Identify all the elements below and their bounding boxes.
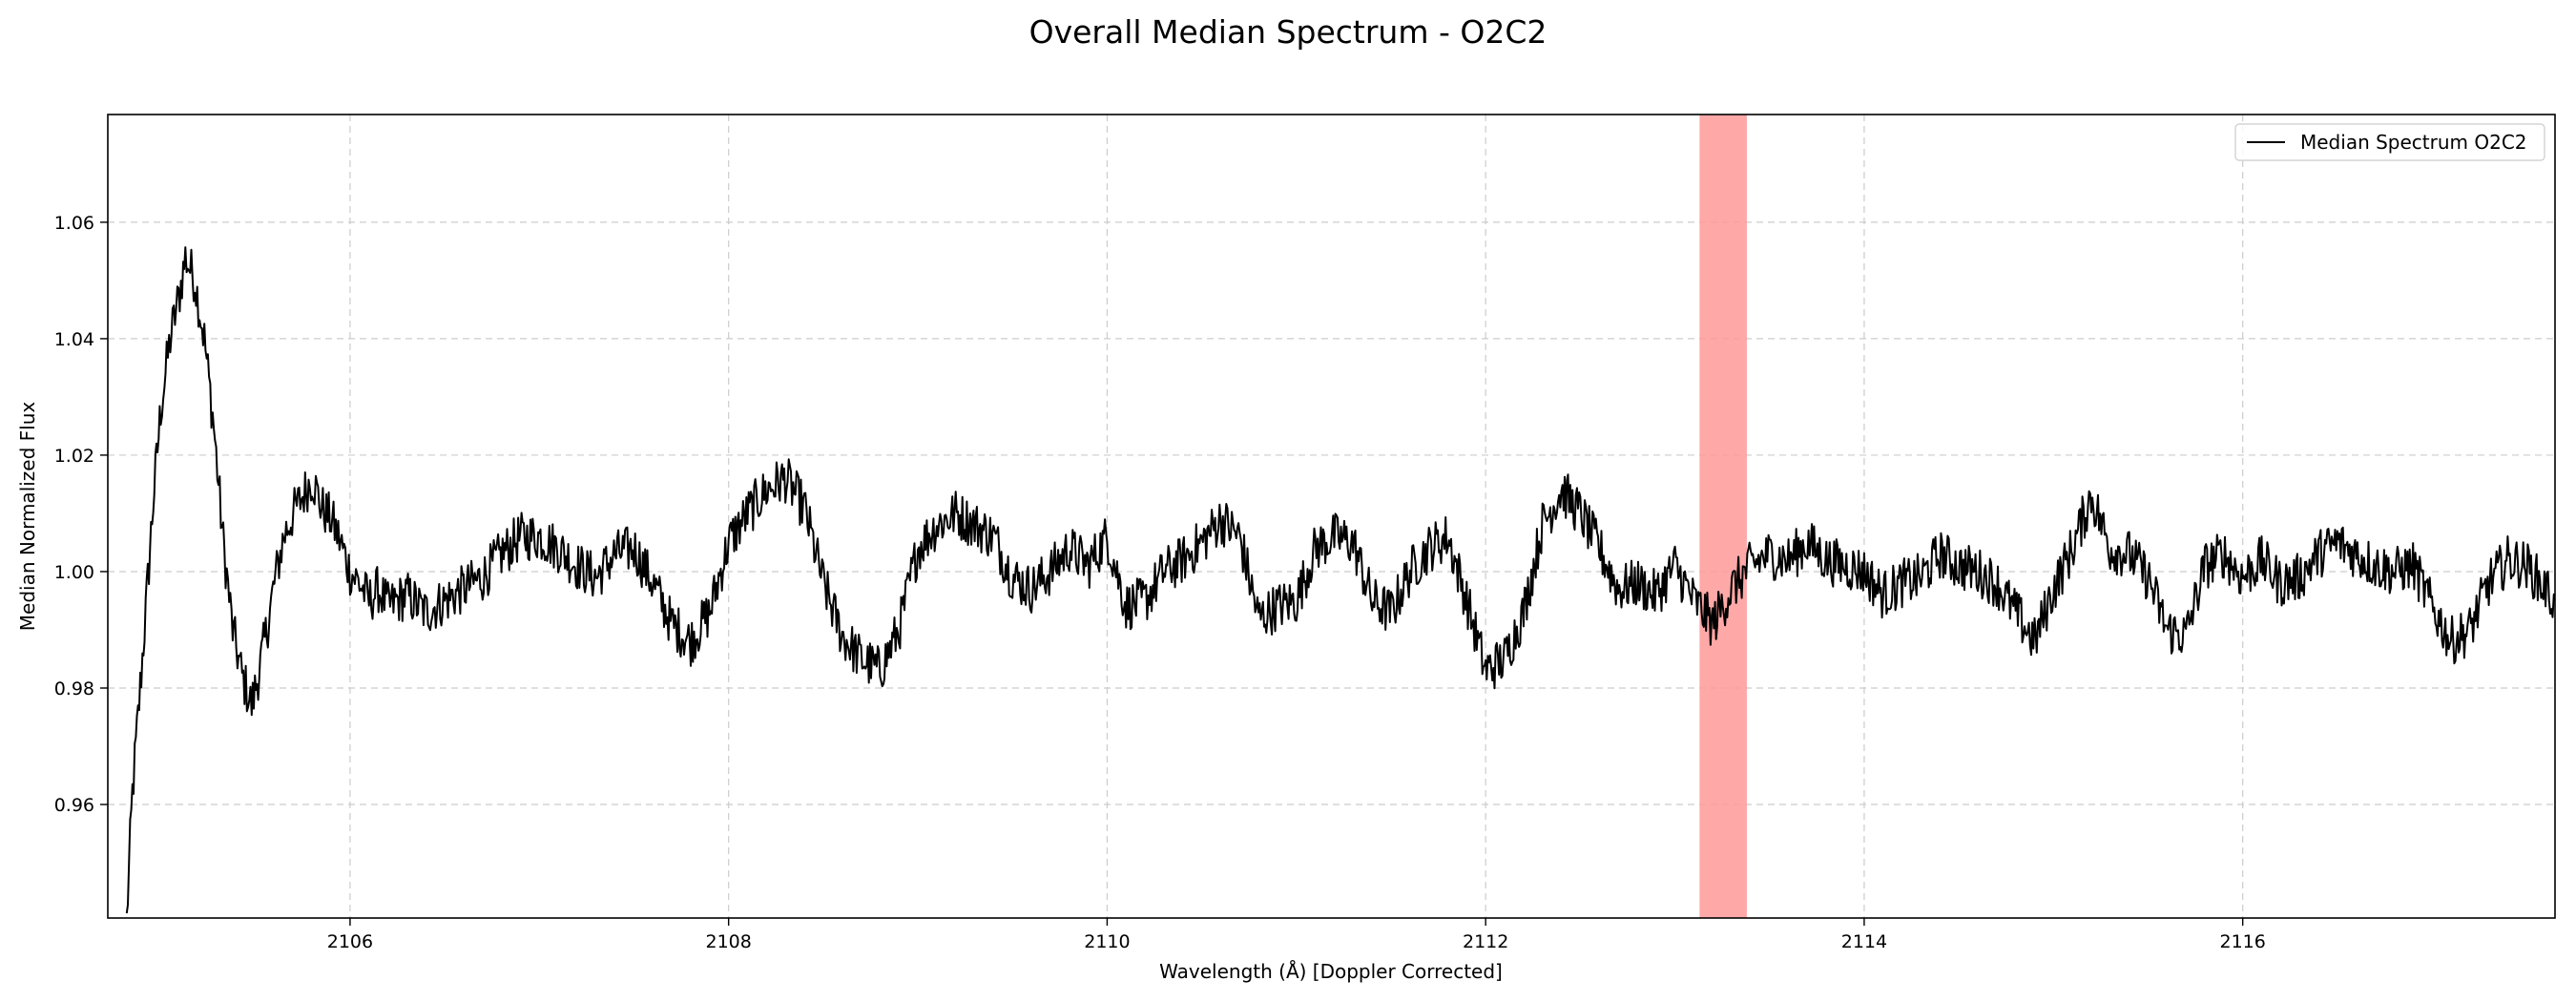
y-tick-label: 1.00	[54, 562, 94, 583]
y-axis-ticks: 0.96 0.98 1.00 1.02 1.04 1.06	[54, 213, 108, 816]
x-tick-label: 2106	[327, 931, 373, 952]
x-tick-label: 2108	[705, 931, 751, 952]
y-axis-label: Median Normalized Flux	[16, 402, 39, 632]
chart-title: Overall Median Spectrum - O2C2	[1029, 13, 1548, 51]
plot-frame	[107, 114, 2556, 919]
y-tick-label: 1.06	[54, 213, 94, 234]
x-axis-ticks: 2106 2108 2110 2112 2114 2116	[327, 918, 2266, 952]
series-group	[125, 246, 2555, 914]
y-tick-label: 0.96	[54, 795, 94, 816]
legend: Median Spectrum O2C2	[2234, 123, 2545, 161]
legend-box	[2234, 123, 2545, 161]
highlight-band-group	[1699, 115, 1747, 918]
legend-entry-label: Median Spectrum O2C2	[2300, 131, 2527, 154]
x-axis-label: Wavelength (Å) [Doppler Corrected]	[1159, 960, 1503, 983]
x-tick-label: 2110	[1084, 931, 1130, 952]
series-line	[125, 246, 2555, 914]
x-tick-label: 2116	[2220, 931, 2266, 952]
x-tick-label: 2112	[1463, 931, 1508, 952]
y-tick-label: 1.02	[54, 446, 94, 467]
y-tick-label: 1.04	[54, 329, 94, 350]
y-tick-label: 0.98	[54, 678, 94, 699]
grid-lines	[108, 115, 2555, 918]
x-tick-label: 2114	[1841, 931, 1887, 952]
highlight-band	[1699, 115, 1747, 918]
